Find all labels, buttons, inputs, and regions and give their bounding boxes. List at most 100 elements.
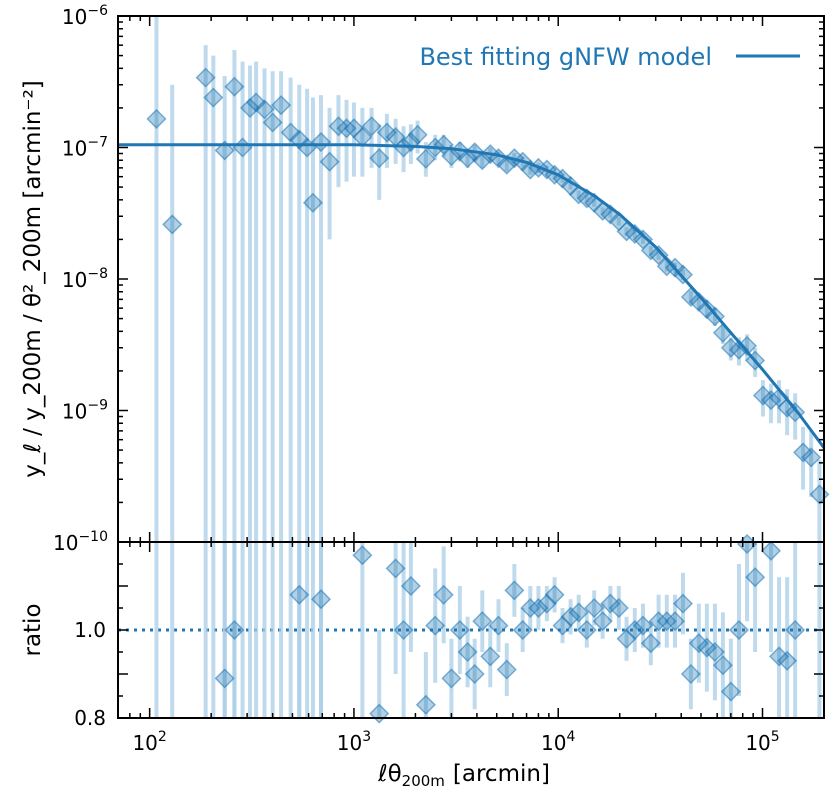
top-data-point [239,97,261,118]
legend: Best fitting gNFW model [419,43,800,71]
ratio-data-point [472,611,493,632]
ratio-data-point [536,593,557,614]
y-tick-label: 10−9 [62,398,108,424]
top-data-point [809,484,830,505]
top-markers [146,67,830,505]
top-data-point [214,140,235,161]
top-data-point [224,76,245,97]
top-data-point [624,223,645,245]
ratio-data-point [544,584,565,605]
ratio-data-point [214,668,235,689]
y-tick-label: 10−6 [62,3,108,29]
top-data-point [146,108,167,129]
top-data-point [600,204,621,225]
top-data-point [246,92,267,113]
ratio-data-point [704,641,725,663]
top-data-point [195,67,216,88]
top-data-point [280,122,301,143]
top-data-point [400,131,421,153]
x-tick-label: 102 [132,729,166,755]
ratio-tick-label: 0.8 [74,706,106,730]
ratio-data-point [672,593,694,614]
top-data-point [488,148,509,169]
top-data-point [302,192,323,213]
top-data-point [704,306,725,327]
top-data-point [310,131,332,153]
ratio-data-point [760,540,782,561]
top-data-point [262,112,283,133]
ratio-data-point [608,597,629,619]
top-data-point [785,402,806,423]
x-tick-label: 104 [541,729,575,755]
x-tick-label: 103 [337,729,371,755]
x-axis-label-sub: 200m [402,772,445,790]
ratio-data-point [728,619,750,641]
x-axis-label-main: ℓθ [377,761,402,787]
ratio-data-point [441,668,462,689]
ratio-data-point [289,584,310,605]
ratio-data-point [552,615,573,636]
ratio-data-point [385,558,406,579]
top-data-point [801,447,822,468]
top-data-point [376,122,397,143]
ratio-data-point [400,575,421,597]
ratio-data-point [568,602,589,623]
top-data-point [232,137,253,158]
ratio-data-point [457,641,478,663]
top-data-point [672,264,694,285]
ratio-data-point [528,597,549,619]
ratio-data-point [504,580,525,601]
top-data-point [271,95,292,116]
top-data-point [369,148,390,169]
ratio-data-point [632,615,654,636]
top-data-point [736,335,758,356]
x-tick-label: 105 [745,729,779,755]
top-data-point [441,146,462,167]
top-data-point [415,148,436,169]
ratio-data-point [745,567,766,588]
ratio-data-point [415,694,436,715]
top-data-point [433,134,454,155]
ratio-data-point [512,619,533,641]
ratio-data-point [425,615,446,636]
ratio-data-point [224,619,245,641]
ratio-data-point [352,545,373,566]
top-data-point [393,137,414,158]
top-data-point [528,157,549,178]
ratio-data-point [720,681,741,702]
y-tick-label: 10−8 [62,266,108,292]
top-data-point [457,148,478,169]
ratio-data-point [480,646,501,667]
top-y-ticks: 10−6 10−7 10−8 10−9 10−10 [53,3,824,555]
ratio-data-point [310,589,332,610]
ratio-data-point [640,633,661,654]
ratio-data-point [777,650,798,671]
ratio-data-point [680,663,701,685]
top-data-point [319,151,340,172]
ratio-data-point [664,611,686,632]
top-data-point [745,350,766,371]
top-data-point [254,99,275,120]
top-data-point [352,127,373,148]
top-data-point [760,390,782,411]
ratio-tick-label: 1.0 [74,618,106,642]
ratio-data-point [449,619,470,641]
top-data-point [407,124,428,145]
bottom-y-ticks: 0.8 1.0 [74,541,824,730]
ratio-data-point [464,663,485,685]
ratio-data-point [592,611,613,632]
ratio-data-point [785,619,806,641]
top-data-point [648,245,669,266]
ratio-data-point [433,584,454,605]
top-data-point [203,87,224,108]
top-data-point [361,116,382,137]
ratio-data-point [576,619,597,641]
top-data-point [336,118,357,139]
top-data-point [425,137,446,158]
ratio-data-point [369,703,390,724]
top-data-point [712,322,733,343]
bottom-panel-frame [117,541,825,719]
top-panel: 10−6 10−7 10−8 10−9 10−10 [53,3,830,555]
top-data-point [728,339,750,360]
